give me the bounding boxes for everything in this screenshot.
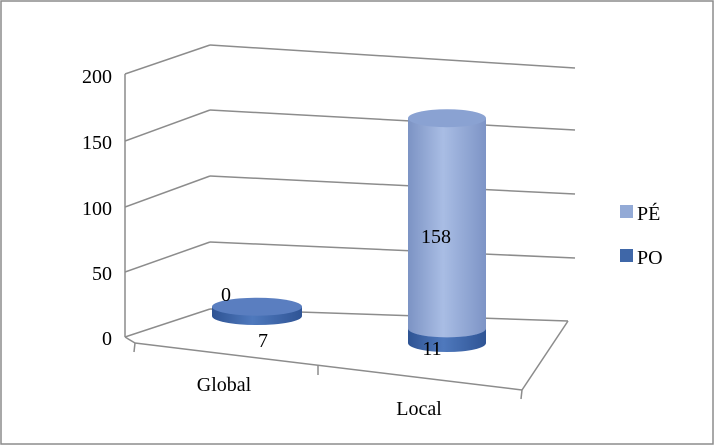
floor-left-edge [124,336,136,344]
legend-label-po: PO [637,247,663,269]
floor-front-edge [134,342,523,391]
gridline-100 [124,175,211,208]
data-label-global-po: 7 [258,330,268,352]
y-tick-label: 100 [82,198,112,220]
gridline-100-back [209,175,576,195]
gridline-150-back [209,109,576,131]
legend: PÉ PO [620,202,663,269]
gridline-50-back [209,241,576,259]
data-label-global-pe: 0 [221,284,231,306]
gridline-200 [124,44,211,75]
bar-po-global [212,297,302,325]
y-axis-labels: 0 50 100 150 200 [82,66,112,350]
gridline-150 [124,109,211,142]
bar-pe-local [408,109,486,338]
data-label-local-pe: 158 [421,226,451,248]
x-tick-right [520,389,523,400]
x-category-label: Local [396,398,442,420]
y-tick-label: 200 [82,66,112,88]
legend-label-pe: PÉ [637,202,660,225]
legend-swatch-pe [620,205,633,218]
x-category-label: Global [197,374,252,396]
gridline-200-back [209,44,576,69]
legend-swatch-po [620,249,633,262]
data-labels: 0 7 158 11 [221,226,451,360]
y-tick-label: 50 [92,263,112,285]
gridline-50 [124,241,211,273]
bars-group [212,109,486,352]
y-tick-label: 0 [102,328,112,350]
x-axis-labels: Global Local [197,374,442,420]
y-tick-label: 150 [82,132,112,154]
floor-right-edge [521,320,569,391]
gridline-0 [124,308,211,338]
data-label-local-po: 11 [422,338,441,360]
x-tick-left [133,342,136,353]
